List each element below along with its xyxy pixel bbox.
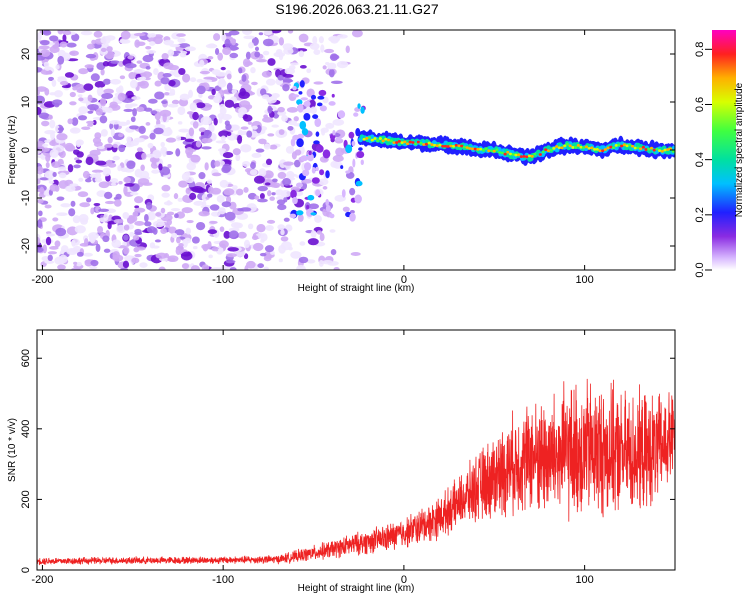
colorbar-tick-label: 0.0	[694, 262, 706, 277]
spectrogram-y-tick-label: 10	[20, 96, 32, 108]
colorbar-gradient	[712, 30, 736, 270]
spectrogram-x-tick-label: -200	[31, 274, 53, 286]
snr-frame	[36, 329, 676, 571]
snr-ticks: -200 -100 0 100 0 200 400 600	[20, 330, 675, 586]
colorbar-label: Normalized spectral amplitude	[734, 82, 745, 217]
spectrogram-x-tick-label: -100	[212, 274, 234, 286]
colorbar-ticks: 0.0 0.2 0.4 0.6 0.8	[694, 42, 712, 278]
colorbar-tick-label: 0.8	[694, 42, 706, 57]
colorbar-tick-label: 0.6	[694, 97, 706, 112]
snr-x-tick-label: 100	[575, 574, 593, 586]
spectrogram-heatmap	[37, 30, 675, 270]
snr-y-tick-label: 200	[20, 490, 32, 508]
colorbar: 0.0 0.2 0.4 0.6 0.8 Normalized spectral ampl…	[694, 30, 745, 278]
spectrogram-y-tick-label: -10	[20, 190, 32, 206]
spectrogram-y-tick-label: -20	[20, 238, 32, 254]
figure-title: S196.2026.063.21.11.G27	[275, 1, 438, 17]
spectrogram-y-tick-label: 20	[20, 48, 32, 60]
spectrogram-x-tick-label: 0	[401, 274, 407, 286]
spectrogram-x-label: Height of straight line (km)	[298, 283, 415, 294]
snr-x-tick-label: -200	[31, 574, 53, 586]
snr-y-tick-label: 600	[20, 349, 32, 367]
colorbar-tick-label: 0.2	[694, 207, 706, 222]
spectrogram-y-tick-label: 0	[20, 147, 32, 153]
spectrogram-x-tick-label: 100	[575, 274, 593, 286]
snr-panel: -200 -100 0 100 0 200 400 600 Height of straigh…	[7, 329, 676, 594]
colorbar-tick-label: 0.4	[694, 152, 706, 167]
snr-y-label: SNR (10 * v/v)	[7, 418, 18, 482]
spectrogram-y-label: Frequency (Hz)	[7, 116, 18, 185]
snr-y-tick-label: 0	[20, 567, 32, 573]
snr-series-line	[37, 378, 675, 566]
snr-y-tick-label: 400	[20, 420, 32, 438]
snr-x-tick-label: -100	[212, 574, 234, 586]
snr-x-tick-label: 0	[401, 574, 407, 586]
snr-x-label: Height of straight line (km)	[298, 583, 415, 594]
